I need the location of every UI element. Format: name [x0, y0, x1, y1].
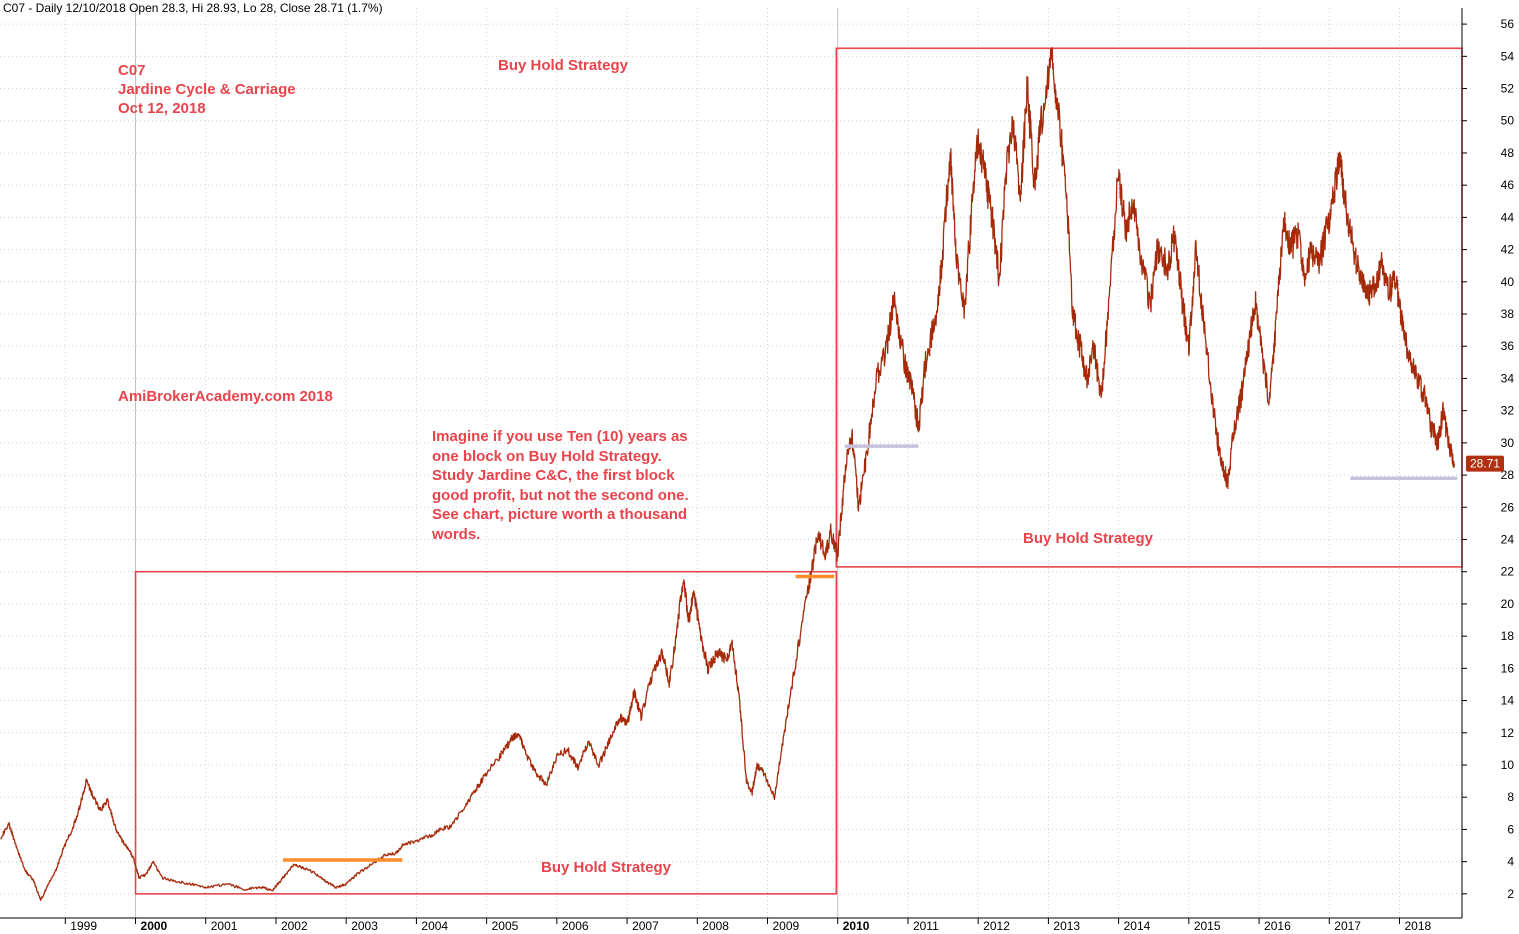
price-line	[0, 47, 1455, 902]
x-tick-label: 2010	[843, 919, 870, 933]
y-tick-label: 28	[1501, 468, 1515, 482]
last-price-badge-text: 28.71	[1470, 457, 1500, 471]
y-tick-label: 46	[1501, 178, 1515, 192]
y-tick-label: 56	[1501, 17, 1515, 31]
x-tick-label: 2013	[1053, 919, 1080, 933]
y-tick-label: 40	[1501, 275, 1515, 289]
ticker-label: C07	[118, 62, 146, 79]
x-tick-label: 2018	[1405, 919, 1432, 933]
note-line: See chart, picture worth a thousand	[432, 506, 688, 524]
note-line: one block on Buy Hold Strategy.	[432, 447, 662, 465]
x-tick-label: 2002	[281, 919, 308, 933]
x-tick-label: 2014	[1124, 919, 1151, 933]
chart-header: C07 - Daily 12/10/2018 Open 28.3, Hi 28.…	[3, 1, 383, 15]
last-price-badge: 28.71	[1466, 455, 1504, 472]
y-tick-label: 32	[1501, 404, 1515, 418]
buy-hold-label-box2: Buy Hold Strategy	[1023, 530, 1154, 547]
last-price-badge-bg	[1466, 455, 1504, 472]
x-tick-label: 2001	[211, 919, 238, 933]
y-tick-label: 50	[1501, 114, 1515, 128]
x-tick-label: 2016	[1264, 919, 1291, 933]
y-tick-label: 36	[1501, 339, 1515, 353]
strategy-note: Imagine if you use Ten (10) years as one…	[432, 427, 689, 545]
x-tick-label: 2003	[351, 919, 378, 933]
y-tick-label: 48	[1501, 146, 1515, 160]
x-tick-label: 2007	[632, 919, 659, 933]
strategy-box	[134, 570, 838, 895]
y-tick-label: 22	[1501, 565, 1515, 579]
y-tick-label: 30	[1501, 436, 1515, 450]
y-tick-label: 38	[1501, 307, 1515, 321]
y-tick-label: 6	[1507, 822, 1514, 836]
x-tick-label: 2017	[1334, 919, 1361, 933]
company-label: Jardine Cycle & Carriage	[118, 81, 296, 98]
date-label: Oct 12, 2018	[118, 100, 206, 117]
x-tick-label: 2015	[1194, 919, 1221, 933]
x-tick-label: 2011	[913, 919, 939, 933]
buy-hold-label-top: Buy Hold Strategy	[498, 57, 629, 74]
y-tick-label: 2	[1507, 887, 1514, 901]
y-tick-label: 42	[1501, 243, 1515, 257]
y-tick-label: 20	[1501, 597, 1515, 611]
y-tick-label: 54	[1501, 49, 1515, 63]
x-tick-label: 2004	[421, 919, 448, 933]
y-tick-label: 44	[1501, 210, 1515, 224]
y-tick-label: 4	[1507, 855, 1514, 869]
x-tick-label: 2005	[492, 919, 519, 933]
x-axis-ticks: 1999 2000 2001 2002 2003 2004 2005 2006 2007 2008…	[64, 918, 1432, 933]
x-tick-label: 1999	[70, 919, 97, 933]
y-tick-label: 24	[1501, 533, 1515, 547]
y-tick-label: 18	[1501, 629, 1515, 643]
y-tick-label: 14	[1501, 694, 1515, 708]
y-tick-label: 34	[1501, 371, 1515, 385]
watermark-label: AmiBrokerAcademy.com 2018	[118, 388, 333, 405]
note-line: words.	[432, 525, 481, 543]
x-tick-label: 2006	[562, 919, 589, 933]
y-tick-label: 8	[1507, 790, 1514, 804]
y-tick-label: 16	[1501, 661, 1515, 675]
y-tick-label: 52	[1501, 82, 1515, 96]
chart-grid	[0, 8, 1462, 918]
y-tick-label: 10	[1501, 758, 1515, 772]
buy-hold-label-box1: Buy Hold Strategy	[541, 859, 672, 876]
note-line: good profit, but not the second one.	[432, 486, 689, 504]
note-line: Imagine if you use Ten (10) years as	[432, 428, 688, 445]
y-tick-label: 26	[1501, 500, 1515, 514]
y-axis-ticks: 2468101214161820222426283032343638404244…	[1462, 17, 1514, 901]
y-tick-label: 12	[1501, 726, 1515, 740]
x-tick-label: 2008	[702, 919, 729, 933]
x-tick-label: 2012	[983, 919, 1010, 933]
strategy-boxes	[134, 47, 1463, 895]
price-series	[0, 47, 1455, 902]
x-tick-label: 2009	[773, 919, 800, 933]
note-line: Study Jardine C&C, the first block	[432, 467, 675, 485]
x-tick-label: 2000	[141, 919, 168, 933]
level-lines	[282, 444, 1458, 862]
